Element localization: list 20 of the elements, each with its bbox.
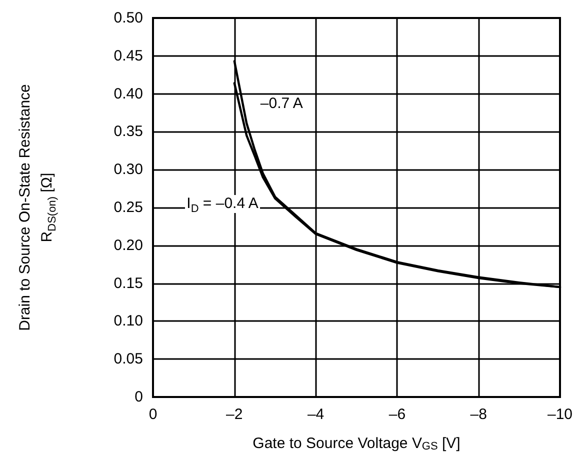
x-tick-label: –4 bbox=[307, 406, 324, 423]
y-tick-label: 0.05 bbox=[114, 350, 143, 368]
x-axis-title: Gate to Source Voltage VGS [V] bbox=[252, 435, 460, 452]
x-tick-label: –2 bbox=[226, 406, 243, 423]
series-label: I$_{D}$ = –0.4 A bbox=[184, 195, 260, 216]
y-tick-label: 0.30 bbox=[114, 161, 143, 178]
x-tick-label: –8 bbox=[470, 406, 487, 423]
x-tick-label: –6 bbox=[388, 406, 406, 423]
y-tick-label: 0.25 bbox=[114, 199, 143, 216]
y-tick-label: 0.50 bbox=[114, 10, 143, 26]
series-label: –0.7 A bbox=[258, 95, 305, 114]
x-tick-label: 0 bbox=[148, 406, 158, 423]
y-tick-label: 0.35 bbox=[114, 123, 143, 140]
y-tick-label: 0.40 bbox=[114, 85, 143, 102]
y-tick-label: 0.15 bbox=[114, 274, 143, 292]
y-tick-label: 0.10 bbox=[114, 312, 143, 330]
y-tick-label: 0 bbox=[134, 388, 143, 406]
x-tick-label: –10 bbox=[547, 406, 573, 423]
y-tick-label: 0.20 bbox=[114, 236, 143, 254]
y-tick-label: 0.45 bbox=[114, 47, 143, 64]
